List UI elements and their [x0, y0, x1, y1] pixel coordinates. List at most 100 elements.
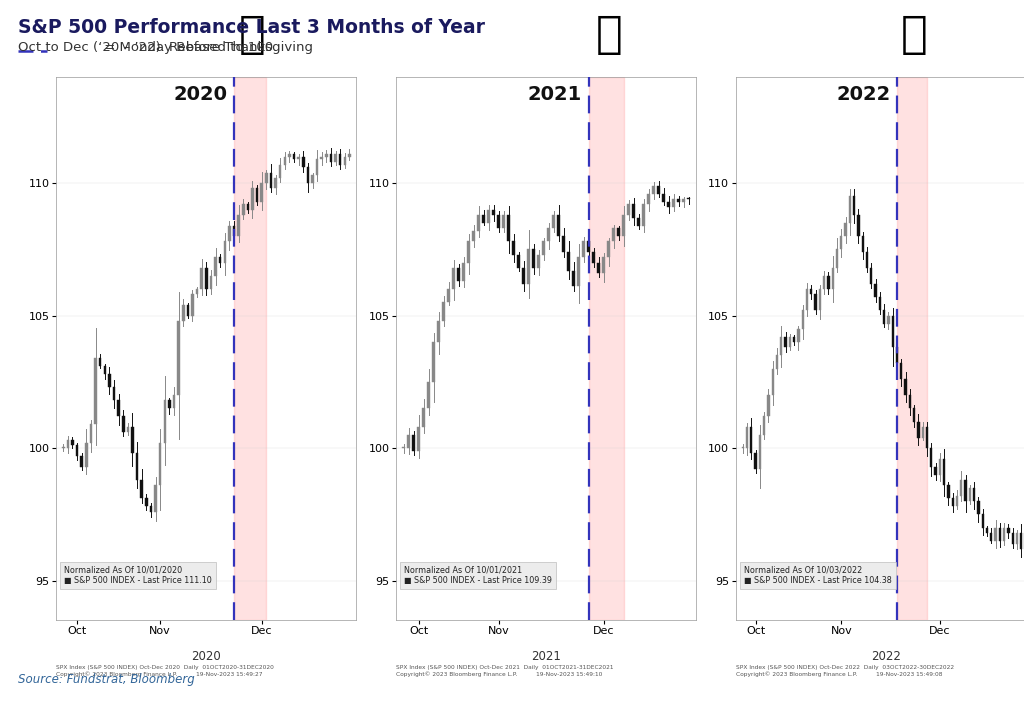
Bar [986, 528, 988, 533]
Text: Oct to Dec (‘20 – ’22). Rebased to 100.: Oct to Dec (‘20 – ’22). Rebased to 100. [18, 41, 286, 54]
Bar [210, 276, 212, 289]
Bar [589, 77, 624, 620]
Bar [879, 297, 881, 311]
Bar [973, 488, 975, 501]
Bar [788, 336, 791, 348]
Bar [682, 199, 685, 202]
Bar [251, 189, 254, 210]
Bar [131, 427, 134, 454]
Bar [900, 363, 902, 379]
Bar [647, 193, 650, 204]
Text: Normalized As Of 10/01/2021
■ S&P 500 INDEX - Last Price 109.39: Normalized As Of 10/01/2021 ■ S&P 500 IN… [403, 566, 552, 585]
Bar [745, 427, 749, 448]
Bar [896, 348, 898, 363]
Text: Normalized As Of 10/01/2020
■ S&P 500 INDEX - Last Price 111.10: Normalized As Of 10/01/2020 ■ S&P 500 IN… [63, 566, 212, 585]
Bar [602, 257, 605, 273]
Bar [810, 289, 812, 294]
Bar [517, 254, 520, 268]
Bar [1012, 533, 1014, 543]
Bar [588, 241, 590, 252]
Bar [182, 305, 184, 321]
Bar [827, 276, 829, 289]
Bar [427, 382, 430, 409]
Bar [673, 199, 675, 207]
Bar [482, 215, 485, 223]
Bar [113, 387, 116, 400]
Bar [306, 168, 309, 183]
Text: SPX Index (S&P 500 INDEX) Oct-Dec 2021  Daily  01OCT2021-31DEC2021
Copyright© 20: SPX Index (S&P 500 INDEX) Oct-Dec 2021 D… [396, 665, 613, 676]
Text: 2022: 2022 [871, 651, 901, 663]
Bar [260, 183, 263, 202]
Bar [201, 268, 203, 289]
Bar [866, 252, 868, 268]
Bar [288, 154, 291, 156]
Bar [1008, 528, 1010, 533]
Bar [512, 241, 515, 254]
Bar [302, 156, 304, 168]
Bar [279, 165, 282, 178]
Bar [853, 196, 855, 215]
Bar [136, 454, 138, 480]
Bar [223, 241, 226, 263]
Bar [242, 204, 245, 215]
Bar [315, 159, 318, 175]
Bar [934, 467, 937, 475]
Bar [759, 435, 761, 470]
Bar [793, 336, 796, 342]
Bar [668, 202, 670, 207]
Bar [652, 186, 655, 193]
Bar [293, 154, 295, 159]
Bar [447, 289, 451, 302]
Bar [814, 294, 817, 311]
Text: SPX Index (S&P 500 INDEX) Oct-Dec 2020  Daily  01OCT2020-31DEC2020
Copyright© 20: SPX Index (S&P 500 INDEX) Oct-Dec 2020 D… [56, 665, 274, 676]
Text: SPX Index (S&P 500 INDEX) Oct-Dec 2022  Daily  03OCT2022-30DEC2022
Copyright© 20: SPX Index (S&P 500 INDEX) Oct-Dec 2022 D… [736, 665, 954, 676]
Bar [297, 156, 300, 159]
Text: = Monday Before Thanksgiving: = Monday Before Thanksgiving [100, 41, 313, 54]
Bar [522, 268, 525, 284]
Bar [467, 241, 470, 263]
Bar [81, 456, 83, 467]
Bar [493, 210, 496, 215]
Bar [503, 215, 505, 228]
Bar [321, 156, 323, 159]
Bar [442, 302, 445, 321]
Bar [234, 77, 266, 620]
Bar [892, 315, 894, 348]
Bar [118, 400, 120, 416]
Bar [874, 284, 877, 297]
Bar [904, 379, 906, 395]
Bar [623, 215, 626, 236]
Bar [861, 236, 864, 252]
Bar [798, 329, 800, 342]
Bar [557, 215, 560, 236]
Bar [498, 215, 500, 228]
Bar [1020, 533, 1023, 549]
Bar [238, 215, 240, 236]
Bar [849, 196, 851, 223]
Bar [990, 533, 992, 541]
Bar [784, 336, 786, 348]
Bar [597, 263, 600, 273]
Bar [657, 186, 660, 193]
Bar [330, 154, 332, 162]
Bar [818, 289, 821, 311]
Bar [642, 204, 645, 226]
Bar [408, 435, 411, 448]
Bar [633, 204, 635, 217]
Bar [831, 268, 834, 289]
Bar [90, 424, 92, 443]
Bar [687, 198, 690, 199]
Bar [532, 250, 536, 268]
Bar [908, 395, 911, 409]
Bar [94, 358, 97, 424]
Bar [883, 311, 886, 324]
Bar [413, 435, 415, 451]
Bar [845, 223, 847, 236]
Bar [951, 498, 954, 506]
Bar [617, 228, 621, 236]
Bar [155, 485, 157, 512]
Bar [982, 515, 984, 528]
Bar [776, 355, 778, 369]
Bar [325, 154, 328, 156]
Bar [887, 315, 890, 324]
